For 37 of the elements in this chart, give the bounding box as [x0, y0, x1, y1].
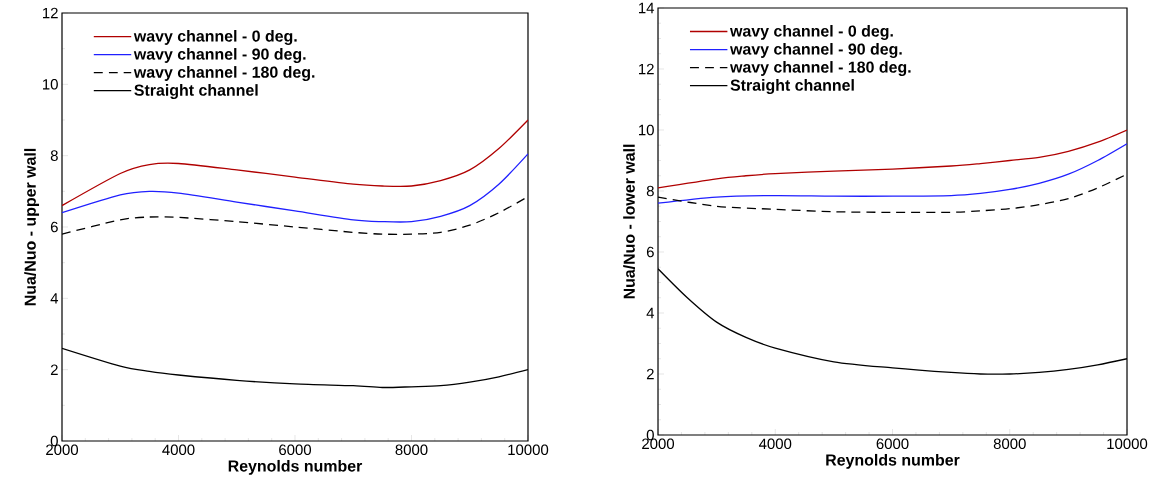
- y-tick-label: 8: [50, 150, 58, 161]
- y-tick-label: 2: [50, 364, 58, 375]
- line-series: [658, 143, 1128, 204]
- line-series: [62, 153, 528, 223]
- legend-label: wavy channel - 90 deg.: [729, 43, 902, 58]
- x-tick-label: 6000: [279, 444, 312, 456]
- y-tick-label: 2: [646, 368, 654, 380]
- y-tick-label: 4: [646, 307, 655, 319]
- x-tick-label: 8000: [395, 444, 428, 456]
- legend-label: wavy channel - 90 deg.: [133, 48, 306, 63]
- x-tick-label: 4000: [162, 444, 195, 456]
- legend-label: wavy channel - 0 deg.: [729, 24, 893, 40]
- y-tick-label: 14: [639, 2, 655, 14]
- line-series: [658, 129, 1128, 189]
- legend-label: wavy channel - 0 deg.: [133, 30, 297, 45]
- y-tick-label: 4: [50, 293, 59, 304]
- y-tick-label: 12: [639, 63, 654, 75]
- y-tick-label: 10: [639, 124, 654, 136]
- x-tick-label: 4000: [758, 438, 792, 450]
- x-axis-title: Reynolds number: [826, 453, 960, 469]
- y-axis-title: Nua/Nuo - upper wall: [24, 148, 40, 306]
- legend-label: Straight channel: [134, 84, 258, 100]
- x-tick-label: 6000: [876, 438, 909, 450]
- y-tick-label: 6: [50, 221, 58, 233]
- x-axis-title: Reynolds number: [228, 459, 363, 475]
- y-axis-title: Nua/Nuo - lower wall: [623, 144, 636, 299]
- y-tick-label: 6: [646, 246, 654, 258]
- y-tick-label: 12: [43, 7, 58, 19]
- legend-label: Straight channel: [730, 79, 854, 94]
- x-tick-label: 10000: [508, 444, 549, 456]
- y-tick-label: 10: [43, 79, 58, 90]
- legend-label: wavy channel - 180 deg.: [729, 61, 911, 76]
- x-tick-label: 8000: [993, 438, 1026, 450]
- line-series: [62, 119, 528, 207]
- legend-label: wavy channel - 180 deg.: [133, 66, 315, 81]
- y-tick-label: 8: [646, 185, 654, 197]
- x-tick-label: 10000: [1107, 438, 1148, 450]
